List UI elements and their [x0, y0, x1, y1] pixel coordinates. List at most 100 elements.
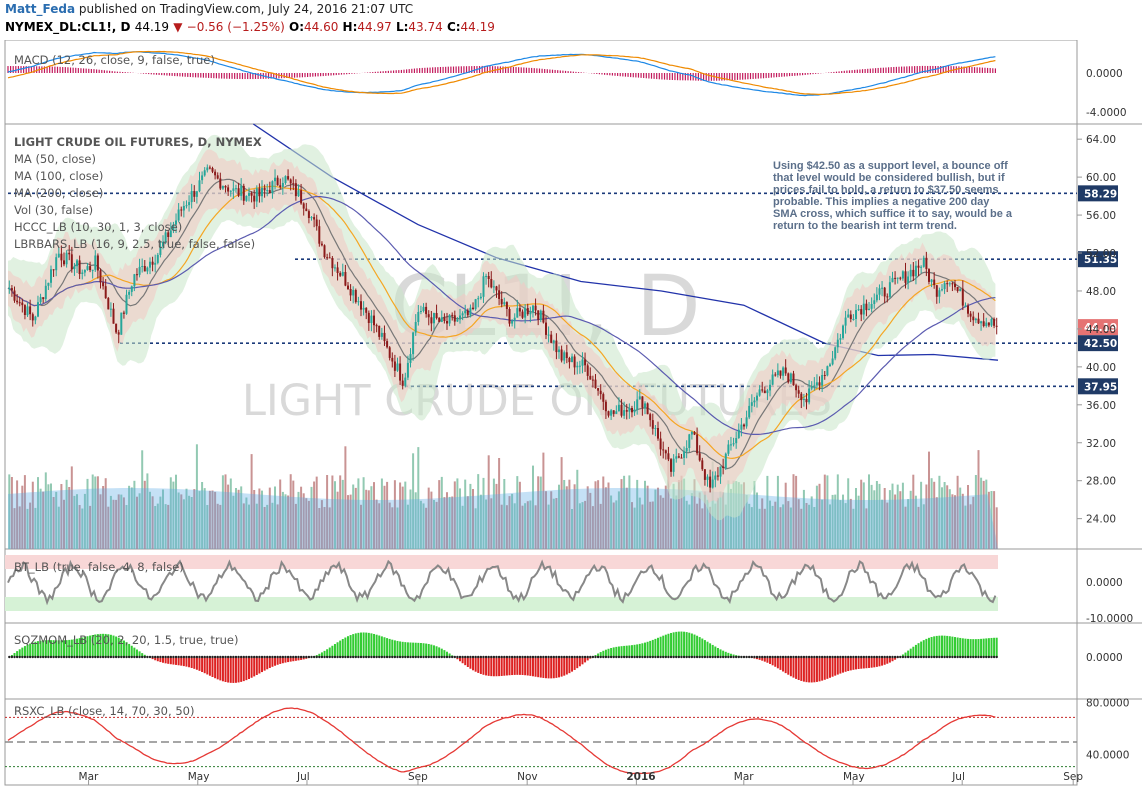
candle-body — [221, 186, 224, 189]
volume-bar — [667, 455, 670, 549]
support-resistance-levels[interactable]: 58.29 51.35 42.50 37.95 44.19 — [8, 185, 1118, 395]
volume-bar — [198, 491, 201, 549]
candle-body — [500, 299, 503, 305]
candle-body — [266, 190, 269, 192]
candle-body — [89, 266, 92, 271]
candle-body — [568, 358, 571, 363]
volume-bar — [399, 482, 402, 549]
volume-bar — [805, 503, 808, 549]
candle-body — [289, 179, 292, 184]
sqz-dot — [813, 655, 816, 659]
sqz-legend[interactable]: SQZMOM_LB (20, 2, 20, 1.5, true, true) — [14, 633, 238, 647]
sqz-dot — [617, 655, 621, 659]
sqz-dot — [185, 655, 188, 659]
candle-body — [91, 269, 94, 271]
sqz-dot — [232, 655, 235, 659]
volume-bar — [589, 492, 592, 549]
volume-bar — [808, 504, 811, 549]
sqz-dot — [206, 655, 209, 659]
sqz-dot — [406, 655, 410, 659]
volume-bar — [422, 503, 425, 549]
sqz-dot — [36, 655, 40, 659]
volume-bar — [607, 482, 610, 549]
volume-bar — [938, 475, 941, 549]
volume-bar — [581, 502, 584, 549]
candle-body — [26, 306, 29, 316]
candle-body — [959, 288, 962, 292]
main-series-title[interactable]: LIGHT CRUDE OIL FUTURES, D, NYMEX — [14, 135, 262, 149]
candle-body — [766, 390, 769, 394]
chart-canvas[interactable]: CL1!, D LIGHT CRUDE OIL FUTURES 58.2951.… — [0, 40, 1142, 792]
volume-bar — [255, 503, 258, 549]
sqz-dot — [755, 655, 759, 659]
candle-body — [242, 185, 245, 201]
sqz-dot — [315, 655, 318, 659]
sqz-dot — [844, 655, 847, 659]
candle-body — [802, 398, 805, 400]
volume-bar — [930, 478, 933, 549]
candle-body — [552, 340, 555, 343]
candle-body — [227, 187, 230, 192]
ma50-legend[interactable]: MA (50, close) — [14, 152, 96, 166]
candle-body — [651, 420, 654, 429]
candle-body — [73, 266, 76, 270]
volume-bar — [94, 476, 97, 549]
sqz-dot — [776, 655, 780, 659]
rsxc-legend[interactable]: RSXC_LB (close, 14, 70, 30, 50) — [14, 704, 194, 718]
candle-body — [948, 283, 951, 285]
sqz-dot — [846, 655, 850, 659]
volume-bar — [818, 483, 821, 549]
lbrbars-legend[interactable]: LBRBARS_LB (16, 9, 2.5, true, false, fal… — [14, 237, 255, 251]
sqz-dot — [239, 655, 243, 659]
candle-body — [823, 375, 826, 376]
candle-body — [63, 260, 65, 265]
candle-body — [555, 340, 558, 353]
volume-bar — [651, 501, 654, 549]
author-link[interactable]: Matt_Feda — [5, 2, 76, 16]
candle-body — [769, 384, 771, 391]
volume-bar — [42, 491, 45, 549]
volume-bar — [573, 484, 576, 549]
volume-bar — [224, 474, 227, 549]
sqz-dot — [198, 655, 201, 659]
volume-bar — [745, 495, 748, 549]
volume-bar — [696, 503, 699, 549]
sqz-dot — [750, 655, 754, 659]
bt-legend[interactable]: BT_LB (true, false, 4, 8, false) — [14, 560, 184, 574]
candle-body — [964, 305, 967, 307]
ma100-legend[interactable]: MA (100, close) — [14, 169, 103, 183]
sqz-dot — [620, 655, 623, 659]
sqz-dot — [969, 655, 972, 659]
sqz-dot — [474, 655, 477, 659]
symbol-header: NYMEX_DL:CL1!, D 44.19 ▼ −0.56 (−1.25%) … — [5, 20, 495, 34]
sqz-dot — [101, 655, 105, 659]
sqz-dot — [117, 655, 120, 659]
sqz-dot — [367, 655, 371, 659]
volume-bar — [352, 484, 355, 549]
volume-bar — [724, 504, 727, 549]
volume-bar — [615, 500, 618, 549]
sqz-dot — [34, 655, 37, 659]
volume-bar — [518, 481, 521, 549]
candle-body — [115, 323, 118, 333]
volume-bar — [539, 476, 542, 549]
ma200-legend[interactable]: MA (200, close) — [14, 186, 103, 200]
volume-bar — [604, 487, 607, 549]
sqz-dot — [435, 655, 438, 659]
volume-bar — [662, 497, 665, 549]
price-axis: 64.00 60.00 56.00 52.00 48.00 44.00 40.00 36.00… — [1077, 134, 1116, 526]
macd-legend[interactable]: MACD (12, 26, close, 9, false, true) — [14, 53, 215, 67]
volume-bar — [221, 475, 224, 549]
vol-legend[interactable]: Vol (30, false) — [14, 203, 93, 217]
sqz-dot — [461, 655, 464, 659]
candle-body — [761, 389, 764, 391]
date-label: May — [188, 771, 210, 783]
hccc-legend[interactable]: HCCC_LB (10, 30, 1, 3, close) — [14, 220, 182, 234]
sqz-dot — [430, 655, 433, 659]
volume-bar — [620, 479, 623, 549]
date-axis: Mar May Jul Sep Nov 2016 Mar May Jul Sep — [79, 771, 1083, 785]
sqz-dot — [65, 655, 68, 659]
sqz-dot — [536, 655, 540, 659]
candle-body — [136, 274, 138, 276]
sqz-dot — [226, 655, 230, 659]
